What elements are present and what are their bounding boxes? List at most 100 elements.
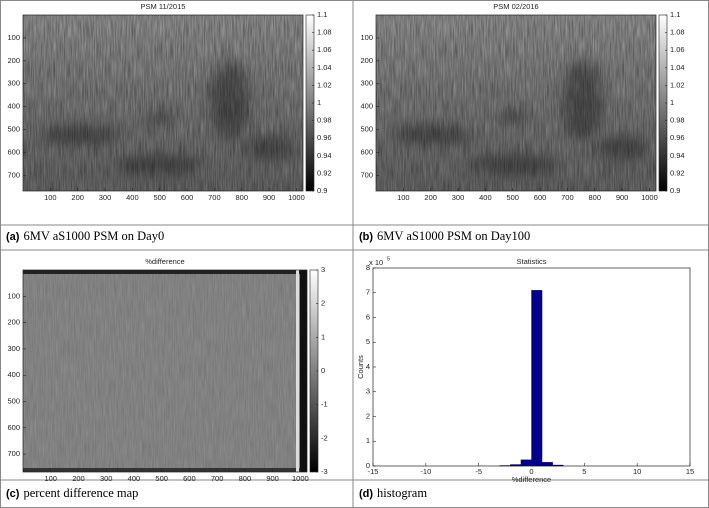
colorbar-tick-label: -1 xyxy=(321,400,328,409)
x-tick-label: 200 xyxy=(424,193,437,202)
x-tick-label: 300 xyxy=(452,193,465,202)
x-tick-label: 500 xyxy=(153,193,166,202)
caption: (b) 6MV aS1000 PSM on Day100 xyxy=(359,229,530,243)
y-tick-label: 4 xyxy=(366,362,370,371)
panel-title: PSM 02/2016 xyxy=(493,2,538,11)
colorbar-tick-label: 0.92 xyxy=(317,168,332,177)
y-tick-label: 300 xyxy=(7,344,20,353)
y-tick-label: 7 xyxy=(366,288,370,297)
y-tick-label: 8 xyxy=(366,263,370,272)
x-tick-label: 1000 xyxy=(641,193,658,202)
x-tick-label: 600 xyxy=(181,193,194,202)
y-tick-label: 400 xyxy=(360,102,373,111)
y-tick-label: 2 xyxy=(366,411,370,420)
x-tick-label: 300 xyxy=(99,193,112,202)
x-tick-label: 900 xyxy=(266,474,279,483)
colorbar-tick-label: 1 xyxy=(317,98,321,107)
caption-text: percent difference map xyxy=(23,486,138,500)
x-tick-label: 500 xyxy=(155,474,168,483)
x-tick-label: 100 xyxy=(44,193,57,202)
colorbar-tick-label: 0.94 xyxy=(670,151,685,160)
y-tick-label: 400 xyxy=(7,370,20,379)
x-tick-label: 15 xyxy=(686,467,694,476)
caption-text: 6MV aS1000 PSM on Day100 xyxy=(377,229,530,243)
caption: (c) percent difference map xyxy=(6,486,138,500)
colorbar-tick-label: 1.04 xyxy=(317,63,332,72)
x-tick-label: 900 xyxy=(616,193,629,202)
y-tick-label: 6 xyxy=(366,312,370,321)
histogram-bar xyxy=(510,464,522,467)
colorbar-tick-label: 0.92 xyxy=(670,168,685,177)
histogram-bar xyxy=(531,290,543,467)
y-tick-label: 0 xyxy=(366,461,370,470)
image-texture xyxy=(376,15,656,191)
y-tick-label: 3 xyxy=(366,387,370,396)
x-tick-label: 800 xyxy=(588,193,601,202)
colorbar-tick-label: -3 xyxy=(321,467,328,476)
colorbar-tick-label: 0.98 xyxy=(670,116,685,125)
caption-text: histogram xyxy=(377,486,427,500)
colorbar-tick-label: 1.08 xyxy=(670,28,685,37)
y-tick-label: 600 xyxy=(360,147,373,156)
panel-title: %difference xyxy=(145,257,184,266)
y-tick-label: 700 xyxy=(7,170,20,179)
x-tick-label: 400 xyxy=(128,474,141,483)
x-tick-label: 800 xyxy=(235,193,248,202)
x-axis-label: %difference xyxy=(512,475,551,484)
x-tick-label: 700 xyxy=(208,193,221,202)
y-tick-label: 1 xyxy=(366,436,370,445)
colorbar-tick-label: 1.08 xyxy=(317,28,332,37)
y-tick-label: 100 xyxy=(360,33,373,42)
x-tick-label: 300 xyxy=(100,474,113,483)
x-tick-label: -15 xyxy=(368,467,379,476)
y-tick-label: 200 xyxy=(7,56,20,65)
colorbar-tick-label: 1.1 xyxy=(670,10,680,19)
colorbar-tick-label: 1 xyxy=(670,98,674,107)
y-tick-label: 200 xyxy=(7,318,20,327)
y-tick-label: 300 xyxy=(7,79,20,88)
panel-title: PSM 11/2015 xyxy=(141,2,186,11)
caption-label: (d) xyxy=(359,488,373,500)
x-tick-label: 600 xyxy=(534,193,547,202)
x-tick-label: 400 xyxy=(479,193,492,202)
colorbar-tick-label: 1.02 xyxy=(317,80,332,89)
x-tick-label: 200 xyxy=(72,474,85,483)
plot-frame xyxy=(22,269,308,473)
colorbar-tick-label: 1.02 xyxy=(670,80,685,89)
colorbar-tick-label: -2 xyxy=(321,433,328,442)
y-tick-label: 5 xyxy=(366,337,370,346)
caption-label: (b) xyxy=(359,231,373,243)
colorbar-tick-label: 1.04 xyxy=(670,63,685,72)
plot-frame xyxy=(22,14,304,192)
y-tick-label: 100 xyxy=(7,291,20,300)
plot-frame xyxy=(375,14,657,192)
x-tick-label: 0 xyxy=(529,467,533,476)
x-tick-label: -5 xyxy=(475,467,482,476)
x-tick-label: 10 xyxy=(633,467,641,476)
colorbar-tick-label: 1.06 xyxy=(670,45,685,54)
colorbar-tick-label: 0.98 xyxy=(317,116,332,125)
y-axis-label: Counts xyxy=(356,355,365,379)
panel-title: Statistics xyxy=(516,257,546,266)
colorbar-tick-label: 1.06 xyxy=(317,45,332,54)
histogram-bar xyxy=(541,462,553,467)
x-tick-label: 200 xyxy=(71,193,84,202)
x-tick-label: 100 xyxy=(44,474,57,483)
colorbar-tick-label: 1.1 xyxy=(317,10,327,19)
caption-text: 6MV aS1000 PSM on Day0 xyxy=(23,229,164,243)
x-tick-label: 800 xyxy=(239,474,252,483)
y-scale-base: x 10 xyxy=(369,258,383,267)
caption-label: (c) xyxy=(6,488,20,500)
x-tick-label: 1000 xyxy=(288,193,305,202)
x-tick-label: 600 xyxy=(183,474,196,483)
histogram-bar xyxy=(520,459,532,467)
caption-label: (a) xyxy=(6,231,20,243)
x-tick-label: 100 xyxy=(397,193,410,202)
y-tick-label: 200 xyxy=(360,56,373,65)
histogram-bar xyxy=(552,464,564,467)
x-tick-label: 500 xyxy=(506,193,519,202)
caption: (d) histogram xyxy=(359,486,427,500)
colorbar-tick-label: 0 xyxy=(321,366,325,375)
y-tick-label: 300 xyxy=(360,79,373,88)
